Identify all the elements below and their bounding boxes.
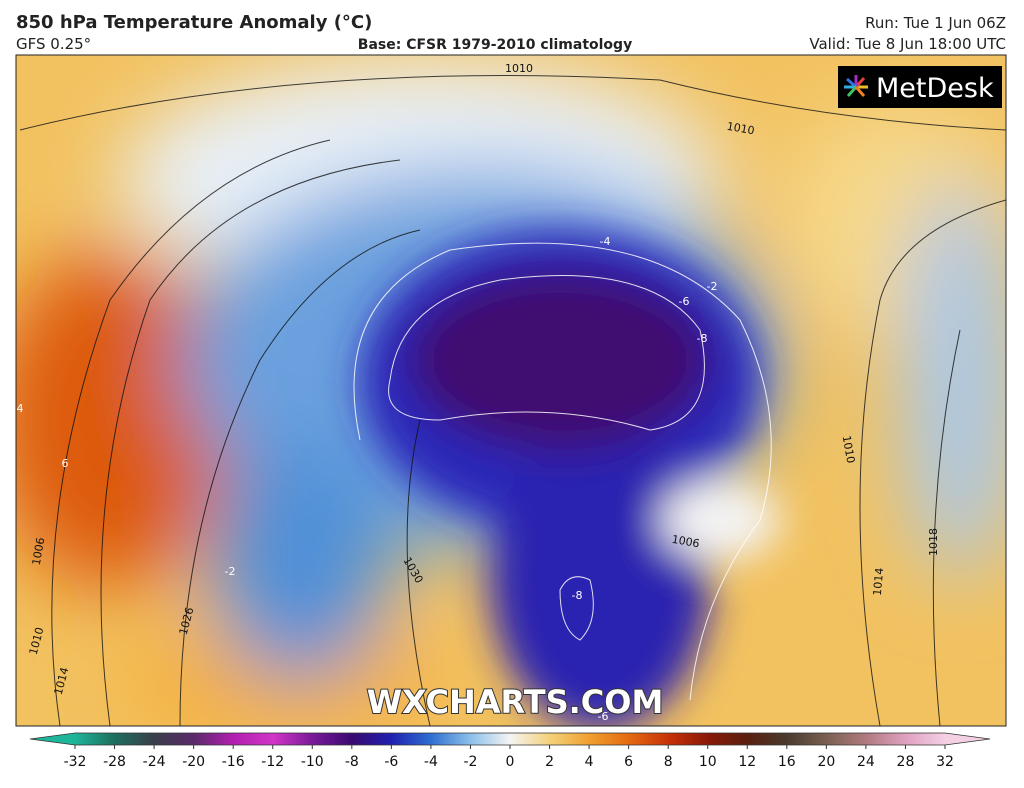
colorbar-tick-label: 4 — [585, 754, 594, 770]
title: 850 hPa Temperature Anomaly (°C) — [16, 12, 372, 33]
colorbar-tick-label: -16 — [222, 754, 245, 770]
colorbar-tick-label: 28 — [897, 754, 915, 770]
colorbar-tick-label: -32 — [64, 754, 87, 770]
contour-label: 1010 — [505, 62, 533, 75]
colorbar-tick-label: 24 — [857, 754, 875, 770]
colorbar-tick-label: 0 — [506, 754, 515, 770]
watermark: WXCHARTS.COM — [367, 683, 664, 721]
contour-label: 1006 — [30, 536, 48, 566]
colorbar-tick-label: -2 — [463, 754, 477, 770]
colorbar-tick-label: 2 — [545, 754, 554, 770]
colorbar-tick-label: -12 — [261, 754, 284, 770]
colorbar-tick-label: 20 — [817, 754, 835, 770]
contour-label: -4 — [600, 235, 611, 248]
contour-label: -2 — [225, 565, 236, 578]
colorbar-tick-label: 10 — [699, 754, 717, 770]
colorbar-tick-label: -20 — [182, 754, 205, 770]
map: 10101010-8-6-4-2103010261014101010061010… — [16, 55, 1006, 726]
logo-icon — [844, 75, 868, 97]
contour-label: 6 — [62, 457, 69, 470]
colorbar-tick-label: 32 — [936, 754, 954, 770]
contour-label: 1010 — [726, 120, 756, 138]
contour-label: 1010 — [840, 434, 858, 464]
contour-labels: 10101010-8-6-4-2103010261014101010061010… — [17, 62, 941, 723]
valid-label: Valid: Tue 8 Jun 18:00 UTC — [809, 35, 1006, 53]
contour-label: 4 — [17, 402, 24, 415]
contour-label: -6 — [598, 710, 609, 723]
contour-label: -2 — [707, 280, 718, 293]
base-label: Base: CFSR 1979-2010 climatology — [358, 37, 632, 53]
logo-text: MetDesk — [876, 73, 994, 104]
contour-label: 1018 — [927, 528, 940, 556]
contour-label: -8 — [572, 589, 583, 602]
colorbar-tick-label: 12 — [738, 754, 756, 770]
colorbar-tick-label: -24 — [143, 754, 166, 770]
colorbar-tick-label: 8 — [664, 754, 673, 770]
colorbar-tick-label: -4 — [424, 754, 438, 770]
model-label: GFS 0.25° — [16, 35, 91, 53]
colorbar: -32 -28 -24 -20 -16 -12 -10 -8 -6 -4 -2 0 2 4 6 8 10 12 16… — [29, 732, 991, 770]
colorbar-scale — [29, 732, 991, 746]
colorbar-tick-label: -6 — [384, 754, 398, 770]
colorbar-tick-label: -8 — [345, 754, 359, 770]
colorbar-tick-label: -10 — [301, 754, 324, 770]
contour-label: -8 — [697, 332, 708, 345]
contour-label: 1014 — [871, 567, 886, 596]
colorbar-tick-label: 6 — [624, 754, 633, 770]
colorbar-tick-label: -28 — [103, 754, 126, 770]
contour-label: 1006 — [671, 533, 701, 551]
colorbar-tick-label: 16 — [778, 754, 796, 770]
contour-label: -6 — [679, 295, 690, 308]
map-frame — [15, 54, 1007, 727]
run-label: Run: Tue 1 Jun 06Z — [865, 14, 1006, 32]
